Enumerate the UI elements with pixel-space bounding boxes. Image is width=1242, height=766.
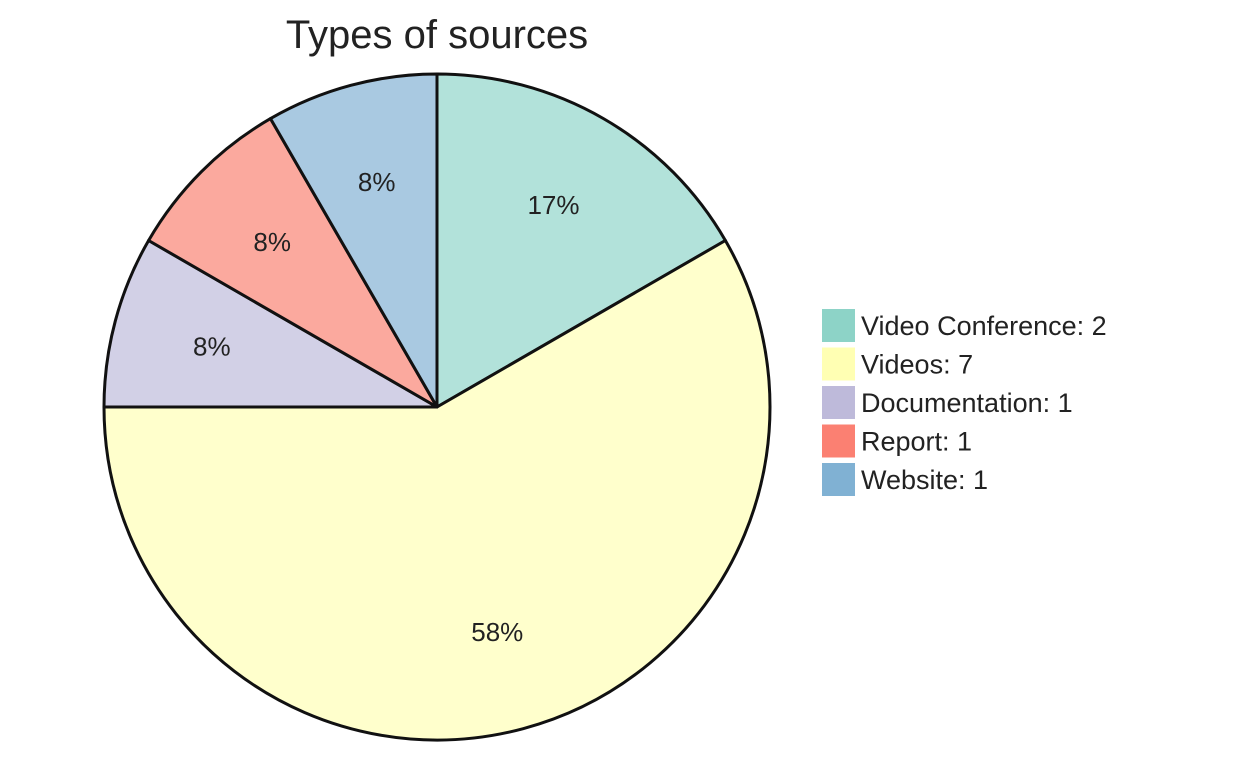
percent-label-website: 8% <box>358 167 396 197</box>
legend-swatch-videos <box>822 347 855 381</box>
pie-slice-videos <box>102 239 772 742</box>
percent-label-documentation: 8% <box>193 332 231 362</box>
legend-label-videos: Videos: 7 <box>861 350 973 380</box>
percent-label-videos: 58% <box>471 617 523 647</box>
legend-label-report: Report: 1 <box>861 427 972 457</box>
legend-label-website: Website: 1 <box>861 465 988 495</box>
pie-slices <box>102 72 772 742</box>
pie-slice-video-conference <box>435 72 727 409</box>
percent-label-report: 8% <box>253 227 291 257</box>
legend-swatch-documentation <box>822 386 855 419</box>
legend-swatch-video-conference <box>822 309 855 342</box>
legend-label-documentation: Documentation: 1 <box>861 388 1073 418</box>
legend-swatch-report <box>822 424 855 458</box>
legend-label-video-conference: Video Conference: 2 <box>861 311 1107 341</box>
percent-labels: 17% 58% 8% 8% 8% <box>193 167 580 647</box>
pie-slice-documentation <box>102 239 439 409</box>
legend-swatch-website <box>822 463 855 496</box>
chart-title: Types of sources <box>286 13 588 57</box>
pie-slice-report <box>147 117 439 409</box>
percent-label-video-conference: 17% <box>527 190 579 220</box>
pie-slice-website <box>269 72 439 409</box>
legend: Video Conference: 2 Videos: 7 Documentatio… <box>822 309 1107 496</box>
